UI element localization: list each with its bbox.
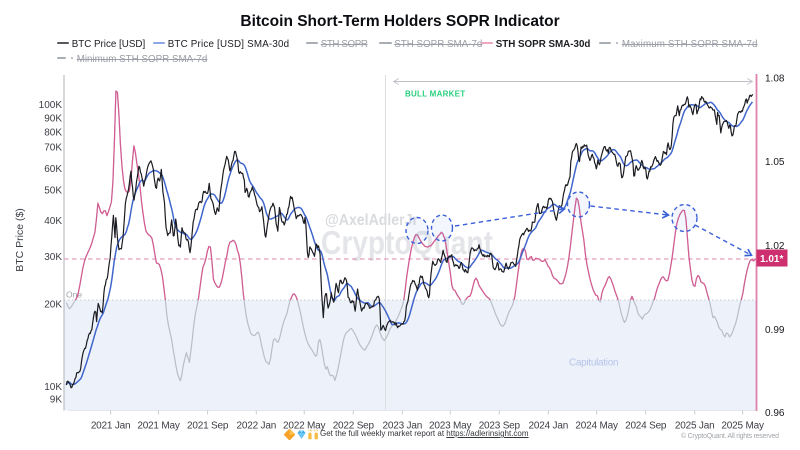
svg-text:2021 Sep: 2021 Sep — [187, 421, 229, 432]
svg-text:2022 May: 2022 May — [283, 421, 326, 432]
svg-text:30K: 30K — [44, 252, 62, 263]
svg-text:2021 Jan: 2021 Jan — [91, 421, 131, 432]
svg-text:2022 Jan: 2022 Jan — [237, 421, 277, 432]
svg-text:80K: 80K — [44, 128, 62, 139]
svg-text:40K: 40K — [44, 216, 62, 227]
svg-text:BTC Price ($): BTC Price ($) — [14, 208, 26, 272]
svg-text:2022 Sep: 2022 Sep — [333, 421, 375, 432]
svg-text:One: One — [66, 290, 82, 300]
svg-text:BULL MARKET: BULL MARKET — [405, 90, 465, 99]
svg-text:1.08: 1.08 — [765, 74, 785, 85]
svg-text:1.02: 1.02 — [765, 241, 785, 252]
svg-text:0.96: 0.96 — [765, 408, 785, 419]
svg-text:9K: 9K — [50, 395, 63, 406]
svg-text:2025 May: 2025 May — [721, 421, 764, 432]
svg-text:20K: 20K — [44, 300, 62, 311]
svg-text:CryptoQuant: CryptoQuant — [321, 224, 493, 261]
svg-text:1.01*: 1.01* — [760, 254, 783, 265]
svg-text:70K: 70K — [44, 143, 62, 154]
svg-text:10K: 10K — [44, 382, 62, 393]
svg-text:2024 Jan: 2024 Jan — [529, 421, 569, 432]
svg-text:2024 May: 2024 May — [575, 421, 618, 432]
svg-text:50K: 50K — [44, 186, 62, 197]
svg-text:2023 Jan: 2023 Jan — [383, 421, 423, 432]
svg-text:90K: 90K — [44, 114, 62, 125]
svg-text:2023 Sep: 2023 Sep — [479, 421, 521, 432]
svg-text:60K: 60K — [44, 164, 62, 175]
svg-text:2024 Sep: 2024 Sep — [625, 421, 667, 432]
svg-text:2023 May: 2023 May — [429, 421, 472, 432]
svg-text:1.05: 1.05 — [765, 157, 785, 168]
svg-text:@AxelAdlerJr: @AxelAdlerJr — [325, 212, 418, 229]
svg-text:0.99: 0.99 — [765, 325, 785, 336]
svg-text:2021 May: 2021 May — [137, 421, 180, 432]
svg-text:2025 Jan: 2025 Jan — [675, 421, 715, 432]
svg-text:100K: 100K — [39, 100, 63, 111]
svg-text:Capitulation: Capitulation — [569, 358, 618, 369]
